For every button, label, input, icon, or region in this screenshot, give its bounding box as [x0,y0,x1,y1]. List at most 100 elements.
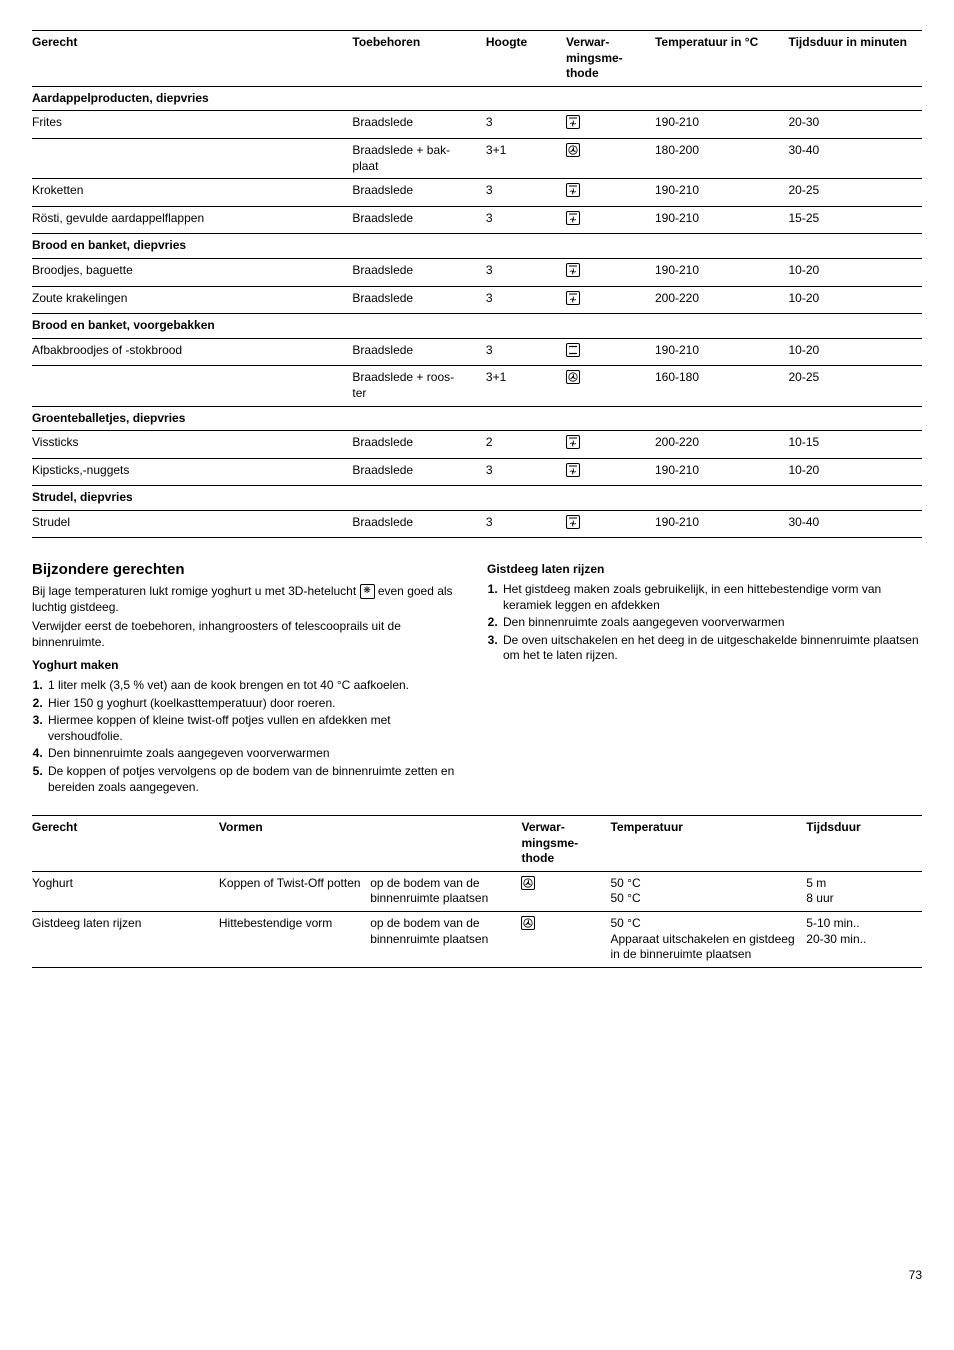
cell-dish: Yoghurt [32,871,219,911]
cell-temp: 190-210 [655,510,789,538]
th2-temp: Temperatuur [610,816,806,872]
section-header: Aardappelproducten, diepvries [32,86,922,111]
yoghurt-steps: 1 liter melk (3,5 % vet) aan de kook bre… [32,678,467,795]
table-row: Gistdeeg laten rijzenHittebestendige vor… [32,912,922,968]
cell-acc: Braadslede [352,179,486,207]
cell-method [566,510,655,538]
table-row: KrokettenBraadslede3 190-21020-25 [32,179,922,207]
cell-acc: Braadslede [352,286,486,314]
cell-temp: 190-210 [655,179,789,207]
cell-temp: 190-210 [655,206,789,234]
cell-dish: Afbakbroodjes of -stokbrood [32,338,352,366]
cell-time: 20-25 [788,179,922,207]
cell-acc: Braadslede [352,431,486,459]
cell-acc: Braadslede [352,338,486,366]
step-item: De oven uitschakelen en het deeg in de u… [501,633,922,664]
cell-dish: Strudel [32,510,352,538]
cell-time: 10-20 [788,458,922,486]
cell-method [566,179,655,207]
cell-temp: 200-220 [655,431,789,459]
table-row: Rösti, gevulde aardappelflappenBraadsled… [32,206,922,234]
cell-form: Koppen of Twist-Off potten [219,871,370,911]
th-acc: Toebehoren [352,31,486,87]
cell-temp: 50 °CApparaat uitschakelen en gistdeeg i… [610,912,806,968]
cell-time: 10-15 [788,431,922,459]
cell-acc: Braadslede [352,111,486,139]
cell-height: 3 [486,179,566,207]
cell-method [566,206,655,234]
cell-dish: Frites [32,111,352,139]
cell-time: 10-20 [788,338,922,366]
cell-method [521,871,610,911]
cell-height: 3+1 [486,138,566,178]
cell-temp: 200-220 [655,286,789,314]
table-row: YoghurtKoppen of Twist-Off pottenop de b… [32,871,922,911]
th2-method: Verwar-mingsme-thode [521,816,610,872]
th2-form: Vormen [219,816,370,872]
cell-time: 5-10 min..20-30 min.. [806,912,922,968]
cell-method [566,286,655,314]
special-dishes-section: Bijzondere gerechten Bij lage temperatur… [32,548,922,799]
intro-2: Verwijder eerst de toebehoren, inhangroo… [32,619,467,650]
cooking-table-2: Gerecht Vormen Verwar-mingsme-thode Temp… [32,815,922,968]
table-row: VissticksBraadslede2 200-22010-15 [32,431,922,459]
th-method: Verwar-mingsme-thode [566,31,655,87]
cell-temp: 190-210 [655,111,789,139]
table-row: Braadslede + roos-ter3+1 160-18020-25 [32,366,922,406]
step-item: De koppen of potjes vervolgens op de bod… [46,764,467,795]
th-temp: Temperatuur in °C [655,31,789,87]
page-number: 73 [32,1268,922,1284]
cell-pos: op de bodem van de binnenruimte plaatsen [370,912,521,968]
cell-height: 3 [486,206,566,234]
cell-time: 10-20 [788,258,922,286]
table-row: Afbakbroodjes of -stokbroodBraadslede3 19… [32,338,922,366]
cell-acc: Braadslede [352,206,486,234]
table-row: Braadslede + bak-plaat3+1180-20030-40 [32,138,922,178]
cell-acc: Braadslede [352,458,486,486]
th-duration: Tijdsduur in minuten [788,31,922,87]
gist-steps: Het gistdeeg maken zoals gebruikelijk, i… [487,582,922,664]
table-row: FritesBraadslede3190-21020-30 [32,111,922,139]
th-height: Hoogte [486,31,566,87]
cell-time: 15-25 [788,206,922,234]
cell-height: 3 [486,338,566,366]
th2-dish: Gerecht [32,816,219,872]
cell-height: 3 [486,458,566,486]
cell-dish: Zoute krakelingen [32,286,352,314]
table-row: Zoute krakelingenBraadslede3200-22010-20 [32,286,922,314]
cell-method [566,138,655,178]
fan-icon: ❋ [360,584,375,599]
cell-dish: Kroketten [32,179,352,207]
section-header: Brood en banket, diepvries [32,234,922,259]
cell-height: 3+1 [486,366,566,406]
cell-height: 2 [486,431,566,459]
cell-temp: 190-210 [655,338,789,366]
cell-temp: 50 °C50 °C [610,871,806,911]
yoghurt-title: Yoghurt maken [32,658,467,674]
cell-method [566,431,655,459]
cell-dish: Broodjes, baguette [32,258,352,286]
special-title: Bijzondere gerechten [32,560,467,580]
step-item: Den binnenruimte zoals aangegeven voorve… [46,746,467,762]
cell-dish: Kipsticks,-nuggets [32,458,352,486]
cell-height: 3 [486,111,566,139]
cell-time: 10-20 [788,286,922,314]
cell-dish: Vissticks [32,431,352,459]
cell-temp: 190-210 [655,458,789,486]
table-row: Kipsticks,-nuggetsBraadslede3 190-21010-2… [32,458,922,486]
cell-time: 20-25 [788,366,922,406]
cell-time: 30-40 [788,138,922,178]
step-item: Het gistdeeg maken zoals gebruikelijk, i… [501,582,922,613]
table-row: Broodjes, baguetteBraadslede3190-21010-2… [32,258,922,286]
cell-acc: Braadslede + bak-plaat [352,138,486,178]
intro-1: Bij lage temperaturen lukt romige yoghur… [32,584,467,615]
cell-pos: op de bodem van de binnenruimte plaatsen [370,871,521,911]
cell-dish: Gistdeeg laten rijzen [32,912,219,968]
gist-title: Gistdeeg laten rijzen [487,562,922,578]
cell-acc: Braadslede + roos-ter [352,366,486,406]
step-item: Hier 150 g yoghurt (koelkasttemperatuur)… [46,696,467,712]
th2-duration: Tijdsduur [806,816,922,872]
cell-temp: 160-180 [655,366,789,406]
cell-method [521,912,610,968]
step-item: Den binnenruimte zoals aangegeven voorve… [501,615,922,631]
